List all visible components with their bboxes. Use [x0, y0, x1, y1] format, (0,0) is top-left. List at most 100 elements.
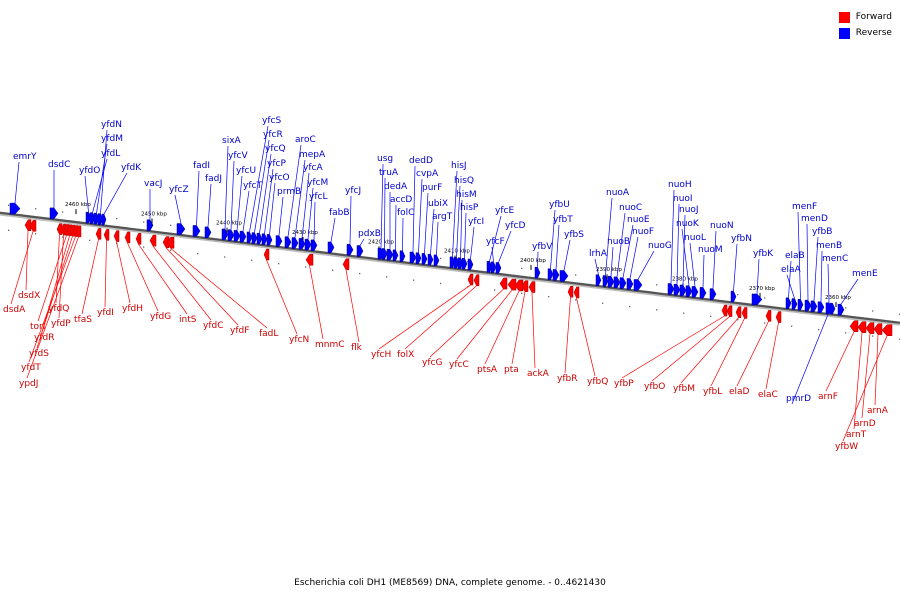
gene-label-elaA: elaA: [781, 265, 802, 275]
gene-label-arnT: arnT: [846, 430, 867, 440]
position-label: 2360 kbp: [825, 295, 851, 301]
gene-arrow-yfcS: [246, 231, 253, 244]
gene-label-nuoI: nuoI: [673, 194, 693, 204]
scale-dot: [872, 335, 874, 337]
gene-arrow-nuoG: [633, 279, 643, 291]
gene-leader-yfcZ: [174, 194, 182, 224]
gene-label-ypdJ: ypdJ: [19, 379, 38, 389]
gene-arrow-tfaS: [95, 228, 102, 240]
gene-leader-hisP: [464, 212, 467, 259]
gene-label-nuoK: nuoK: [676, 219, 700, 229]
gene-label-sixA: sixA: [222, 136, 242, 146]
gene-leader-yfdK: [103, 172, 128, 215]
gene-label-yfcA: yfcA: [303, 163, 323, 173]
scale-dot: [710, 315, 712, 317]
gene-leader-argT: [436, 221, 439, 255]
gene-label-yfbO: yfbO: [644, 382, 665, 392]
gene-label-folC: folC: [397, 208, 414, 218]
scale-dot: [521, 267, 523, 269]
scale-dot: [170, 224, 172, 226]
gene-label-pdxB: pdxB: [358, 229, 381, 239]
gene-arrow-fadJ: [204, 226, 212, 239]
gene-arrow-elaB: [785, 297, 792, 310]
gene-arrow-nuoI: [673, 283, 681, 296]
gene-leader-ubiX: [430, 208, 435, 255]
gene-label-yfbT: yfbT: [553, 215, 573, 225]
gene-label-menC: menC: [822, 254, 848, 264]
gene-arrow-argT: [433, 254, 440, 267]
gene-label-yfdL: yfdL: [101, 149, 120, 159]
reverse-swatch: [838, 27, 850, 39]
gene-leader-yfcS: [249, 125, 269, 233]
gene-arrow-mnmC: [305, 254, 314, 266]
legend-reverse: Reverse: [838, 25, 892, 41]
gene-label-arnA: arnA: [867, 406, 889, 416]
gene-label-nuoF: nuoF: [632, 227, 654, 237]
scale-dot: [305, 266, 307, 268]
gene-arrow-arnF: [849, 320, 859, 332]
gene-arrow-elaD: [765, 310, 772, 322]
gene-leader-nuoA: [605, 197, 613, 276]
gene-label-nuoG: nuoG: [648, 241, 672, 251]
gene-label-nuoJ: nuoJ: [679, 205, 699, 215]
gene-label-fadI: fadI: [193, 161, 210, 171]
gene-label-ubiX: ubiX: [428, 199, 448, 209]
gene-leader-menC: [827, 263, 830, 303]
gene-label-pta: pta: [504, 365, 519, 375]
gene-leader-nuoG: [637, 250, 655, 280]
gene-label-yfbV: yfbV: [532, 242, 553, 252]
gene-arrow-hisP: [461, 258, 468, 270]
gene-leader-yfcP: [264, 168, 274, 234]
gene-arrow-yfdC: [149, 234, 157, 247]
scale-dot: [872, 310, 874, 312]
gene-arrow-yfbV: [534, 266, 541, 279]
gene-arrow-dsdX: [24, 219, 32, 231]
gene-label-yfdP: yfdP: [51, 319, 71, 329]
gene-leader-menB: [820, 250, 823, 302]
gene-label-menE: menE: [852, 269, 878, 279]
gene-leader-arnT: [853, 332, 863, 430]
gene-arrow-yfcI: [467, 258, 474, 271]
position-label: 2450 kbp: [141, 211, 167, 217]
gene-leader-yfdO: [84, 175, 89, 213]
gene-leader-accD: [395, 204, 397, 250]
gene-label-nuoB: nuoB: [607, 237, 630, 247]
gene-leader-yfbM: [680, 317, 739, 384]
gene-arrow-dedD: [409, 251, 417, 264]
gene-label-yfcS: yfcS: [262, 116, 281, 126]
gene-label-yfcD: yfcD: [505, 221, 525, 231]
gene-arrow-arnD: [865, 322, 875, 334]
gene-label-usg: usg: [377, 154, 393, 164]
scale-dot: [359, 272, 361, 275]
gene-arrow-folX: [473, 274, 480, 287]
scale-dot: [62, 236, 64, 238]
gene-label-yfdR: yfdR: [34, 333, 54, 343]
gene-label-yfdN: yfdN: [101, 120, 122, 130]
gene-leader-hisJ: [452, 170, 458, 257]
gene-label-dsdC: dsdC: [48, 160, 70, 170]
gene-leader-menE: [840, 278, 859, 305]
gene-label-yfdH: yfdH: [122, 304, 143, 314]
gene-leader-folX: [404, 285, 477, 350]
gene-arrow-yfbR: [567, 286, 574, 298]
gene-label-yfcJ: yfcJ: [345, 186, 361, 196]
gene-leader-sixA: [224, 145, 229, 229]
gene-leader-fadL: [170, 247, 268, 329]
scale-dot: [170, 249, 172, 251]
gene-label-yfdC: yfdC: [203, 321, 224, 331]
gene-leader-nuoF: [629, 236, 639, 279]
gene-label-ptsA: ptsA: [477, 365, 498, 375]
gene-label-yfbB: yfbB: [812, 227, 832, 237]
gene-arrow-yfcC: [507, 278, 517, 291]
gene-arrow-ypdJ: [75, 225, 82, 238]
gene-label-ackA: ackA: [527, 369, 550, 379]
gene-leader-flk: [345, 269, 360, 343]
gene-arrow-nuoB: [607, 275, 615, 288]
gene-label-aroC: aroC: [295, 135, 316, 145]
gene-arrow-intS: [135, 233, 142, 245]
position-label: 2410 kbp: [444, 249, 470, 255]
gene-label-nuoA: nuoA: [606, 188, 630, 198]
gene-leader-dsdA: [10, 231, 34, 305]
gene-leader-nuoN: [712, 230, 717, 289]
gene-leader-yfdR: [41, 235, 70, 333]
